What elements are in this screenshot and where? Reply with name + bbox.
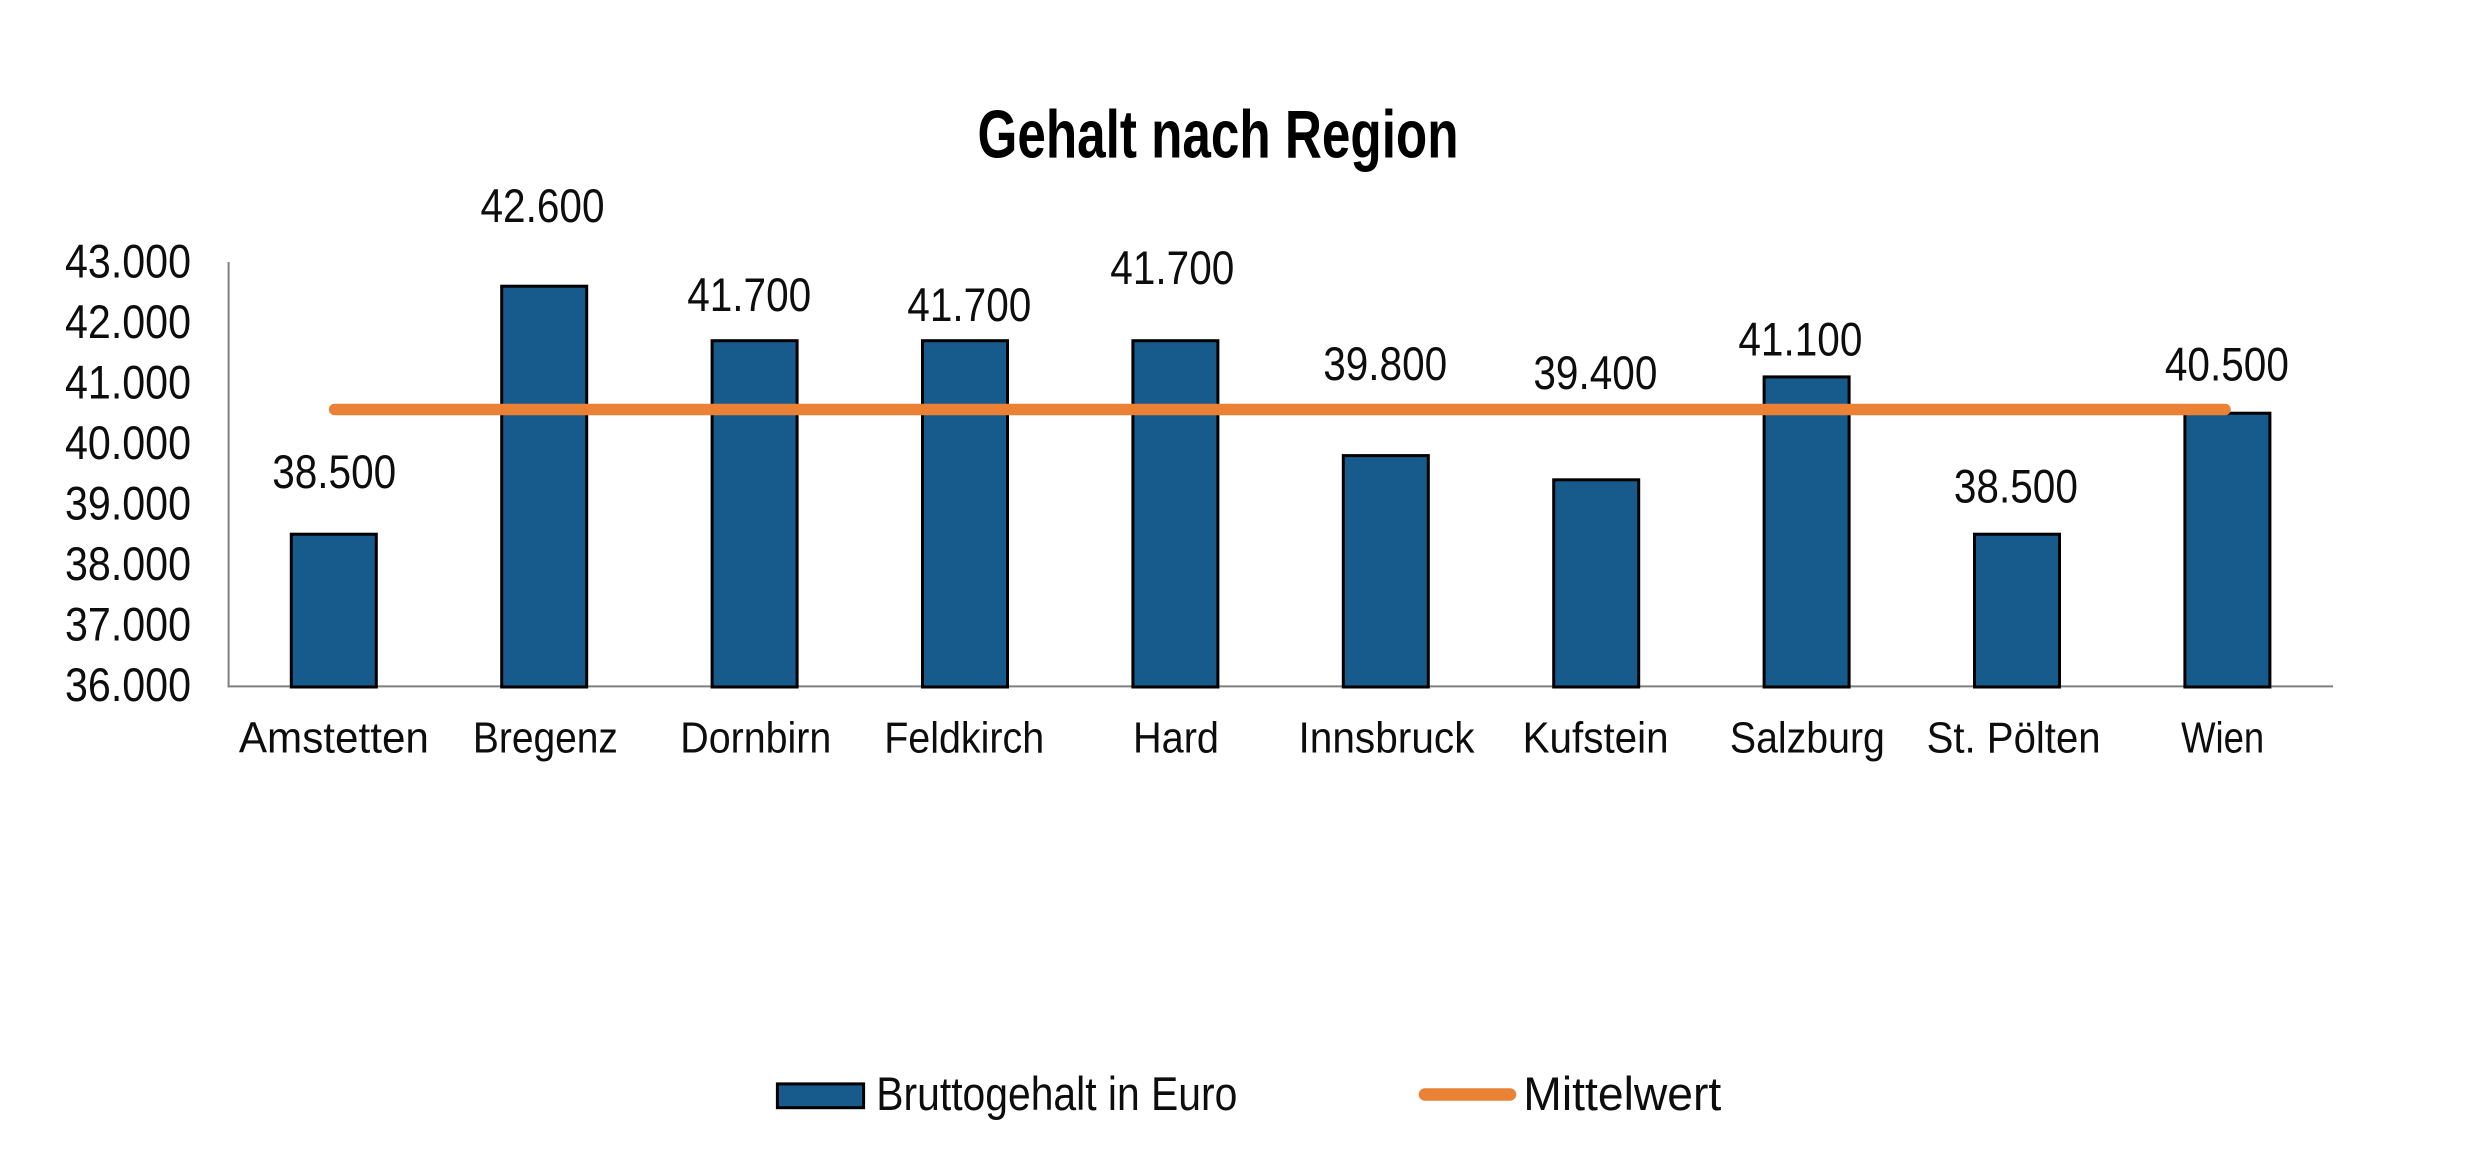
- svg-text:41.700: 41.700: [1110, 241, 1234, 294]
- svg-text:Feldkirch: Feldkirch: [884, 714, 1044, 763]
- svg-text:37.000: 37.000: [65, 598, 191, 651]
- svg-text:38.500: 38.500: [1954, 459, 2078, 512]
- svg-text:38.500: 38.500: [272, 445, 396, 498]
- svg-text:Dornbirn: Dornbirn: [680, 714, 831, 763]
- svg-text:Bregenz: Bregenz: [473, 714, 618, 763]
- svg-text:St. Pölten: St. Pölten: [1927, 714, 2101, 763]
- svg-text:41.100: 41.100: [1738, 313, 1862, 366]
- svg-text:39.400: 39.400: [1533, 346, 1657, 399]
- svg-text:Gehalt nach Region: Gehalt nach Region: [978, 97, 1459, 173]
- svg-text:Mittelwert: Mittelwert: [1523, 1067, 1721, 1120]
- svg-text:Innsbruck: Innsbruck: [1299, 714, 1476, 763]
- svg-text:Amstetten: Amstetten: [239, 714, 429, 763]
- svg-text:Hard: Hard: [1133, 714, 1219, 763]
- svg-text:42.000: 42.000: [65, 295, 191, 348]
- svg-text:Salzburg: Salzburg: [1730, 714, 1885, 763]
- svg-text:43.000: 43.000: [65, 235, 191, 288]
- svg-text:41.700: 41.700: [687, 268, 811, 321]
- svg-text:41.700: 41.700: [907, 278, 1031, 331]
- svg-text:Wien: Wien: [2181, 714, 2264, 763]
- svg-text:36.000: 36.000: [65, 658, 191, 711]
- svg-text:39.800: 39.800: [1323, 337, 1447, 390]
- svg-text:40.500: 40.500: [2165, 338, 2289, 391]
- svg-text:Bruttogehalt in Euro: Bruttogehalt in Euro: [876, 1067, 1237, 1120]
- svg-text:40.000: 40.000: [65, 416, 191, 469]
- svg-text:Kufstein: Kufstein: [1523, 714, 1669, 763]
- svg-text:42.600: 42.600: [481, 179, 605, 232]
- svg-text:38.000: 38.000: [65, 537, 191, 590]
- svg-text:39.000: 39.000: [65, 477, 191, 530]
- svg-text:41.000: 41.000: [65, 356, 191, 409]
